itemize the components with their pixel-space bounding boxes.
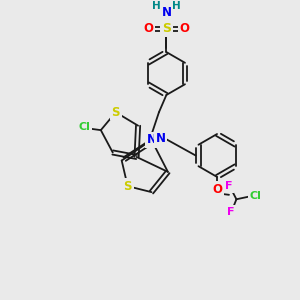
Text: S: S (123, 180, 132, 193)
Text: O: O (180, 22, 190, 35)
Text: Cl: Cl (79, 122, 90, 132)
Text: O: O (212, 183, 222, 196)
Text: H: H (152, 1, 161, 11)
Text: N: N (155, 132, 165, 145)
Text: Cl: Cl (250, 191, 262, 201)
Text: O: O (143, 22, 153, 35)
Text: N: N (161, 6, 171, 19)
Text: F: F (227, 207, 234, 217)
Text: S: S (112, 106, 120, 119)
Text: F: F (225, 181, 233, 191)
Text: S: S (162, 22, 171, 35)
Text: H: H (172, 1, 180, 11)
Text: N: N (146, 134, 157, 146)
